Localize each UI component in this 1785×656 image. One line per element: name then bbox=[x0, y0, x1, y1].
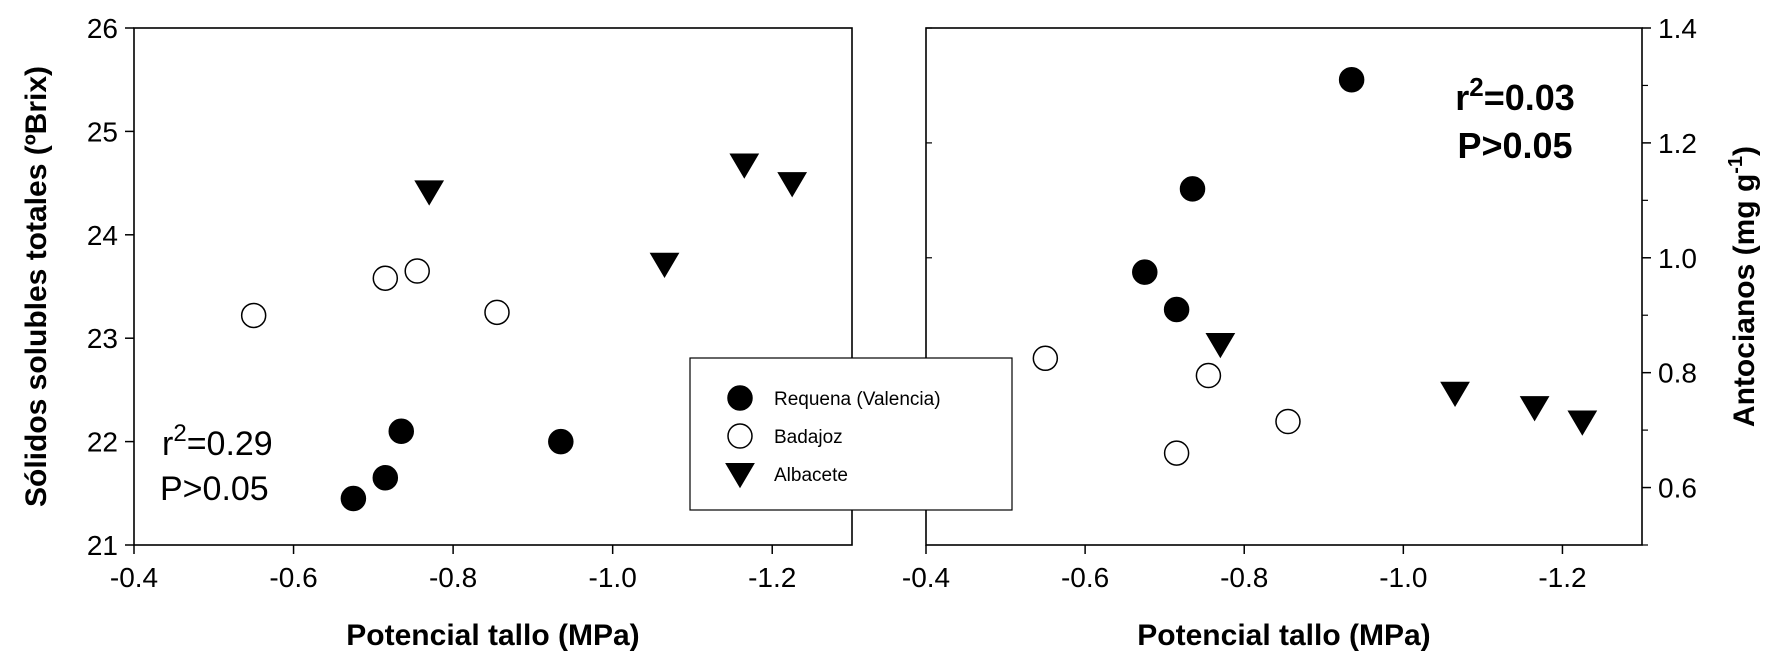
data-point bbox=[484, 299, 510, 326]
legend-label: Requena (Valencia) bbox=[774, 389, 941, 410]
data-point bbox=[1179, 176, 1206, 202]
data-point bbox=[777, 172, 808, 198]
stat-r-prefix: r bbox=[1455, 77, 1469, 118]
data-point bbox=[1163, 296, 1190, 323]
data-point bbox=[372, 465, 399, 491]
y-axis-label-text: Antocianos (mg g bbox=[1728, 174, 1761, 427]
x-tick-label: -1.0 bbox=[1379, 562, 1427, 593]
stat-p-value: P>0.05 bbox=[1457, 125, 1572, 166]
data-point bbox=[1205, 332, 1236, 359]
y-tick-label: 22 bbox=[87, 427, 118, 458]
stat-r-eq: = bbox=[1484, 77, 1505, 118]
series-badajoz bbox=[240, 258, 510, 329]
y-axis-label-superscript: -1 bbox=[1725, 156, 1747, 174]
stat-r2: r2=0.03 bbox=[1455, 72, 1575, 118]
data-point bbox=[1275, 408, 1301, 435]
x-tick-label: -1.0 bbox=[589, 562, 637, 593]
data-point bbox=[1163, 440, 1190, 466]
data-point bbox=[1032, 345, 1059, 372]
data-point bbox=[404, 258, 430, 284]
stat-p-value: P>0.05 bbox=[160, 470, 269, 508]
y-tick-label: 24 bbox=[87, 220, 118, 251]
chart-panel-2: -0.4 -0.6 -0.8 -1.0 -1.2 0.6 0.8 1.0 1.2 1.4 Poten… bbox=[902, 13, 1761, 652]
series-requena-valencia bbox=[340, 418, 574, 512]
stat-r-exponent: 2 bbox=[173, 420, 186, 447]
legend: Requena (Valencia) Badajoz Albacete bbox=[689, 357, 1013, 511]
stat-r2: r2=0.29 bbox=[162, 420, 273, 463]
data-point bbox=[240, 302, 267, 329]
stat-r-prefix: r bbox=[162, 425, 173, 463]
y-tick-label: 1.4 bbox=[1658, 13, 1697, 44]
x-tick-label: -0.6 bbox=[1061, 562, 1109, 593]
legend-box bbox=[689, 357, 1013, 511]
y-tick-label: 26 bbox=[87, 13, 118, 44]
x-tick-label: -0.8 bbox=[429, 562, 477, 593]
stat-r-value: 0.03 bbox=[1505, 77, 1575, 118]
x-tick-label: -1.2 bbox=[748, 562, 796, 593]
series-requena-valencia bbox=[1132, 66, 1365, 323]
y-tick-label: 0.8 bbox=[1658, 358, 1697, 389]
y-axis-label: Antocianos (mg g-1) bbox=[1725, 146, 1761, 427]
data-point bbox=[1567, 410, 1598, 436]
data-point bbox=[372, 265, 399, 291]
data-point bbox=[729, 153, 760, 179]
data-point bbox=[649, 252, 680, 279]
x-tick-label: -0.4 bbox=[902, 562, 950, 593]
y-tick-label: 25 bbox=[87, 116, 118, 147]
y-tick-label: 0.6 bbox=[1658, 473, 1697, 504]
x-axis-label: Potencial tallo (MPa) bbox=[346, 619, 639, 652]
stat-r-exponent: 2 bbox=[1469, 72, 1483, 102]
data-point bbox=[548, 428, 574, 455]
legend-label: Badajoz bbox=[774, 427, 843, 448]
stat-r-eq: = bbox=[187, 425, 207, 463]
x-tick-label: -0.8 bbox=[1220, 562, 1268, 593]
y-tick-label: 1.2 bbox=[1658, 128, 1697, 159]
y-axis-label-end: ) bbox=[1728, 146, 1761, 156]
y-axis-label-text: Sólidos solubles totales (ºBrix) bbox=[20, 66, 53, 507]
plot-frame bbox=[133, 27, 853, 546]
data-point bbox=[414, 180, 445, 206]
legend-label: Albacete bbox=[774, 465, 848, 486]
data-point bbox=[1132, 259, 1158, 285]
data-point bbox=[340, 485, 367, 512]
x-axis-label: Potencial tallo (MPa) bbox=[1137, 619, 1430, 652]
plot-frame bbox=[925, 27, 1643, 546]
data-point bbox=[388, 418, 415, 445]
series-badajoz bbox=[1032, 345, 1301, 466]
data-point bbox=[1338, 66, 1365, 93]
legend-marker bbox=[727, 423, 753, 449]
legend-marker bbox=[725, 463, 755, 489]
series-albacete bbox=[414, 153, 808, 279]
y-tick-label: 1.0 bbox=[1658, 243, 1697, 274]
stat-r-value: 0.29 bbox=[207, 425, 273, 463]
data-point bbox=[1195, 362, 1222, 389]
legend-marker bbox=[727, 385, 753, 411]
y-axis-label: Sólidos solubles totales (ºBrix) bbox=[20, 66, 53, 507]
x-tick-label: -0.6 bbox=[269, 562, 317, 593]
series-albacete bbox=[1205, 332, 1598, 436]
y-tick-label: 21 bbox=[87, 530, 118, 561]
data-point bbox=[1519, 396, 1550, 422]
data-point bbox=[1440, 381, 1470, 408]
y-tick-label: 23 bbox=[87, 323, 118, 354]
x-tick-label: -0.4 bbox=[110, 562, 158, 593]
x-tick-label: -1.2 bbox=[1538, 562, 1586, 593]
chart-panel-1: -0.4 -0.6 -0.8 -1.0 -1.2 21 22 23 24 25 26 Potencia… bbox=[20, 13, 853, 652]
